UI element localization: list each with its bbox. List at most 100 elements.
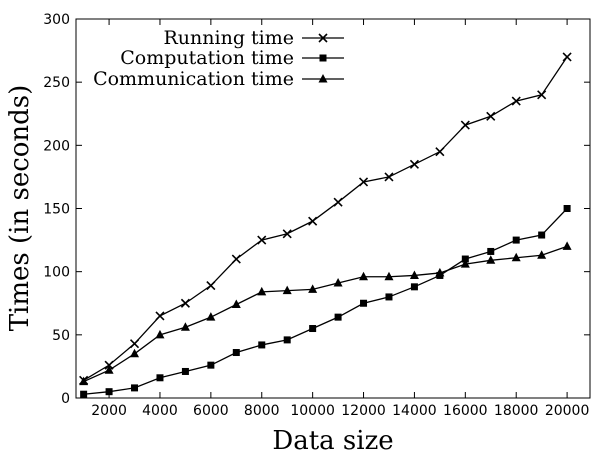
x-marker-stroke bbox=[435, 147, 445, 157]
x-marker-stroke bbox=[409, 159, 419, 169]
x-axis-title: Data size bbox=[272, 426, 393, 456]
data-point-communication-time bbox=[486, 255, 496, 264]
data-point-running-time bbox=[282, 229, 292, 239]
y-tick-label: 0 bbox=[61, 391, 70, 407]
x-tick-label: 16000 bbox=[443, 403, 488, 419]
x-tick-label: 18000 bbox=[494, 403, 539, 419]
data-point-computation-time bbox=[487, 247, 495, 255]
data-point-running-time bbox=[537, 90, 547, 100]
x-marker-stroke bbox=[308, 216, 318, 226]
x-marker-stroke bbox=[358, 177, 369, 187]
data-point-running-time bbox=[460, 120, 470, 130]
data-point-running-time bbox=[257, 235, 267, 245]
data-point-computation-time bbox=[80, 390, 88, 398]
x-axis: 2000 4000 6000 8000 10000 12000 14000 16000 1800… bbox=[91, 19, 589, 419]
y-tick-label: 100 bbox=[43, 265, 70, 281]
data-point-running-time bbox=[180, 298, 190, 308]
data-point-computation-time bbox=[461, 255, 469, 263]
y-axis: 0 50 100 150 200 250 300 bbox=[43, 12, 590, 407]
data-point-communication-time bbox=[155, 329, 165, 339]
x-marker-stroke bbox=[562, 52, 572, 62]
x-marker-stroke bbox=[155, 311, 165, 321]
data-point-communication-time bbox=[282, 285, 292, 295]
series-line-computation-time bbox=[83, 208, 568, 395]
data-point-communication-time bbox=[180, 322, 190, 331]
series-line-communication-time bbox=[83, 245, 568, 383]
data-point-computation-time bbox=[334, 313, 342, 321]
legend-label-communication-time: Communication time bbox=[93, 68, 294, 90]
x-tick-label: 12000 bbox=[341, 403, 386, 419]
data-point-computation-time bbox=[131, 384, 139, 392]
x-marker-stroke bbox=[129, 339, 140, 349]
x-marker-stroke bbox=[511, 96, 521, 106]
data-point-computation-time bbox=[232, 349, 240, 357]
data-point-communication-time bbox=[511, 252, 521, 262]
data-point-computation-time bbox=[512, 236, 520, 244]
x-tick-label: 2000 bbox=[91, 403, 127, 419]
data-point-running-time bbox=[358, 177, 369, 187]
data-point-running-time bbox=[333, 197, 343, 207]
x-marker-stroke bbox=[282, 229, 292, 239]
x-marker-stroke bbox=[257, 235, 267, 245]
y-tick-label: 150 bbox=[43, 202, 70, 218]
data-point-computation-time bbox=[105, 388, 113, 396]
data-point-running-time bbox=[384, 172, 394, 182]
legend-label-computation-time: Computation time bbox=[120, 47, 294, 69]
data-point-computation-time bbox=[283, 336, 291, 344]
y-axis-title: Times (in seconds) bbox=[5, 85, 35, 332]
x-marker-stroke bbox=[180, 298, 190, 308]
series-line-running-time bbox=[83, 56, 568, 381]
data-point-communication-time bbox=[460, 259, 470, 268]
y-tick-label: 200 bbox=[43, 138, 70, 154]
data-point-computation-time bbox=[156, 374, 164, 382]
x-tick-label: 4000 bbox=[142, 403, 178, 419]
x-tick-label: 6000 bbox=[193, 403, 229, 419]
data-point-communication-time bbox=[79, 376, 89, 386]
legend-marker-communication-time bbox=[318, 74, 328, 83]
series-running-time bbox=[79, 52, 572, 385]
data-point-running-time bbox=[511, 96, 521, 106]
data-point-computation-time bbox=[563, 205, 571, 212]
data-point-running-time bbox=[129, 339, 140, 349]
y-tick-label: 250 bbox=[43, 75, 70, 91]
data-point-communication-time bbox=[308, 284, 318, 293]
data-point-communication-time bbox=[257, 286, 267, 296]
data-point-computation-time bbox=[410, 283, 418, 291]
data-point-communication-time bbox=[206, 312, 216, 321]
y-tick-label: 50 bbox=[52, 328, 70, 344]
data-point-communication-time bbox=[104, 365, 114, 374]
legend-marker-running-time bbox=[318, 33, 328, 43]
data-point-running-time bbox=[308, 216, 318, 226]
data-point-communication-time bbox=[384, 271, 394, 281]
x-tick-label: 8000 bbox=[244, 403, 280, 419]
data-point-computation-time bbox=[385, 293, 393, 301]
data-point-running-time bbox=[562, 52, 572, 62]
data-point-computation-time bbox=[258, 341, 266, 349]
x-tick-label: 20000 bbox=[545, 403, 590, 419]
x-marker-stroke bbox=[333, 197, 343, 207]
x-tick-label: 14000 bbox=[392, 403, 437, 419]
x-marker-stroke bbox=[486, 111, 496, 121]
data-point-communication-time bbox=[359, 271, 369, 281]
data-point-running-time bbox=[435, 147, 445, 157]
series-communication-time bbox=[79, 241, 572, 386]
legend-marker-computation-time bbox=[319, 54, 327, 62]
series-computation-time bbox=[80, 205, 571, 398]
legend-label-running-time: Running time bbox=[163, 27, 294, 49]
data-point-running-time bbox=[409, 159, 419, 169]
data-point-communication-time bbox=[333, 278, 343, 287]
data-point-communication-time bbox=[231, 299, 241, 309]
data-point-computation-time bbox=[207, 361, 215, 369]
data-point-communication-time bbox=[435, 267, 445, 277]
data-point-communication-time bbox=[130, 348, 140, 358]
data-point-computation-time bbox=[181, 367, 189, 375]
data-point-running-time bbox=[155, 311, 165, 321]
data-point-running-time bbox=[486, 111, 496, 121]
x-marker-stroke bbox=[318, 33, 328, 43]
data-point-communication-time bbox=[537, 250, 547, 259]
x-marker-stroke bbox=[460, 120, 470, 130]
x-marker-stroke bbox=[231, 254, 241, 264]
x-marker-stroke bbox=[104, 360, 114, 370]
x-tick-label: 10000 bbox=[290, 403, 335, 419]
